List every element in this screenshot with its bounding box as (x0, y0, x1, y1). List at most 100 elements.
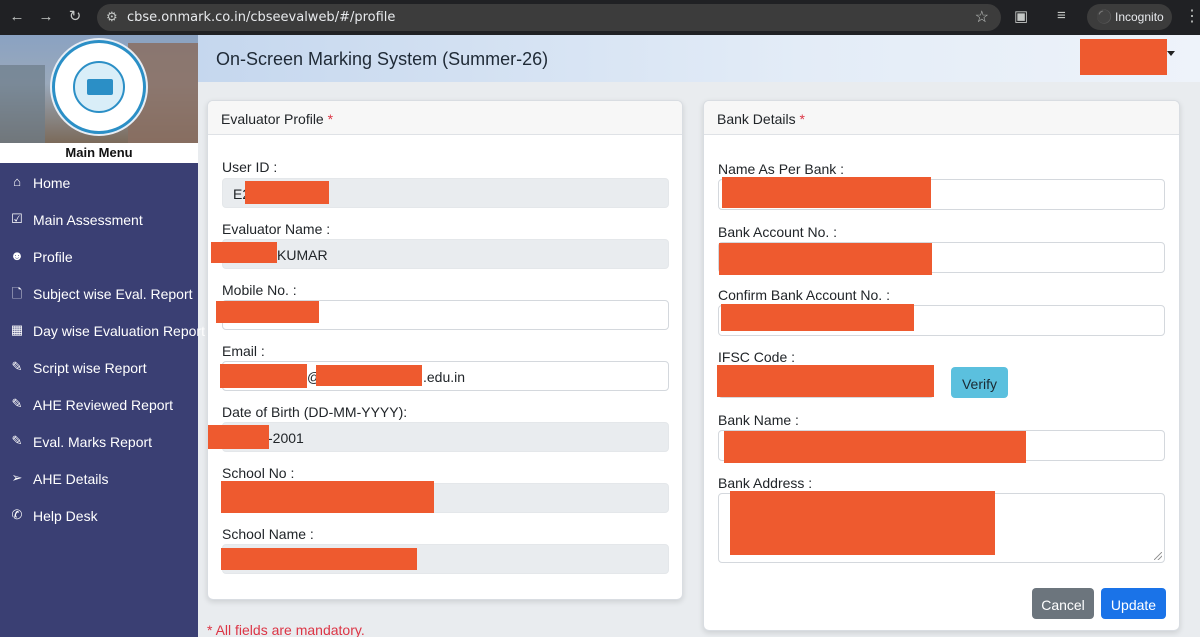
sidebar-item-label: Day wise Evaluation Report (33, 323, 205, 339)
redaction (208, 425, 269, 449)
sidebar-item-help-desk[interactable]: ✆ Help Desk (0, 499, 198, 533)
redaction (221, 481, 434, 513)
redaction (221, 548, 417, 570)
back-icon[interactable]: ← (9, 8, 25, 25)
sidebar: Main Menu ⌂ Home ☑ Main Assessment ☻ Pro… (0, 35, 205, 637)
sidebar-item-label: AHE Details (33, 471, 109, 487)
edit-icon: ✎ (11, 433, 23, 448)
bank-details-card: Bank Details * Name As Per Bank : Bank A… (703, 100, 1180, 631)
sidebar-item-ahe-reviewed-report[interactable]: ✎ AHE Reviewed Report (0, 388, 198, 422)
incognito-badge[interactable]: ⚫ Incognito (1087, 4, 1172, 30)
bank-account-no-label: Bank Account No. : (718, 224, 838, 240)
sidebar-item-profile[interactable]: ☻ Profile (0, 240, 198, 274)
user-menu-redacted[interactable] (1080, 39, 1167, 75)
sidebar-item-label: Help Desk (33, 508, 98, 524)
arrow-circle-right-icon: ➢ (11, 470, 23, 485)
edit-icon: ✎ (11, 359, 23, 374)
redaction (719, 243, 932, 275)
screenshot-icon[interactable]: ▣ (1014, 8, 1029, 25)
update-button-label: Update (1110, 597, 1157, 613)
user-id-label: User ID : (222, 159, 278, 175)
phone-icon: ✆ (11, 507, 23, 522)
page-title: On-Screen Marking System (Summer-26) (216, 49, 549, 69)
url-text: cbse.onmark.co.in/cbseevalweb/#/profile (127, 10, 396, 25)
verify-button[interactable]: Verify (951, 367, 1008, 398)
cbse-logo (52, 40, 146, 134)
media-queue-icon[interactable]: ≡ (1057, 7, 1066, 24)
browser-menu-icon[interactable]: ⋮ (1184, 8, 1200, 25)
reload-icon[interactable]: ↻ (68, 8, 82, 25)
sidebar-item-label: Home (33, 175, 71, 191)
calendar-icon: ▦ (10, 322, 24, 337)
sidebar-banner (0, 35, 198, 143)
dob-field[interactable]: -2001 (222, 422, 669, 452)
sidebar-item-label: AHE Reviewed Report (33, 397, 174, 413)
evaluator-profile-card: Evaluator Profile * User ID : E2 Evaluat… (207, 100, 683, 600)
redaction (316, 365, 422, 386)
confirm-account-no-label: Confirm Bank Account No. : (718, 287, 890, 303)
file-icon: 🗋 (11, 286, 23, 301)
main-menu-heading: Main Menu (0, 143, 198, 163)
edit-icon: ✎ (11, 396, 23, 411)
ifsc-code-label: IFSC Code : (718, 349, 796, 365)
resize-handle-icon[interactable] (1154, 552, 1162, 560)
redaction (721, 304, 914, 331)
redaction (216, 301, 319, 323)
evaluator-name-label: Evaluator Name : (222, 221, 331, 237)
redaction (245, 181, 329, 204)
evaluator-name-value: KUMAR (277, 247, 328, 263)
school-name-label: School Name : (222, 526, 314, 542)
redaction (211, 242, 277, 263)
school-no-label: School No : (222, 465, 295, 481)
cancel-button-label: Cancel (1041, 597, 1085, 613)
address-bar[interactable]: ⚙ cbse.onmark.co.in/cbseevalweb/#/profil… (97, 4, 1001, 31)
cancel-button[interactable]: Cancel (1032, 588, 1094, 619)
email-label: Email : (222, 343, 265, 359)
checkbox-icon: ☑ (11, 211, 23, 226)
dob-value: -2001 (268, 430, 304, 446)
email-domain: .edu.in (423, 369, 466, 385)
redaction (724, 431, 1026, 463)
card-header: Evaluator Profile * (208, 101, 682, 135)
required-mark: * (799, 111, 805, 127)
mobile-label: Mobile No. : (222, 282, 297, 298)
bank-address-label: Bank Address : (718, 475, 813, 491)
redaction (717, 365, 934, 397)
sidebar-item-label: Profile (33, 249, 73, 265)
card-title: Evaluator Profile (221, 111, 324, 127)
browser-toolbar: ← → ↻ ⚙ cbse.onmark.co.in/cbseevalweb/#/… (0, 0, 1200, 35)
user-circle-icon: ☻ (10, 248, 24, 263)
name-as-per-bank-label: Name As Per Bank : (718, 161, 845, 177)
dob-label: Date of Birth (DD-MM-YYYY): (222, 404, 408, 420)
evaluator-name-field[interactable]: KUMAR (222, 239, 669, 269)
incognito-label: Incognito (1115, 10, 1164, 24)
sidebar-item-home[interactable]: ⌂ Home (0, 166, 198, 200)
sidebar-item-script-wise-report[interactable]: ✎ Script wise Report (0, 351, 198, 385)
card-title: Bank Details (717, 111, 796, 127)
site-settings-icon[interactable]: ⚙ (106, 9, 118, 24)
bookmark-star-icon[interactable]: ☆ (974, 9, 989, 26)
redaction (730, 491, 995, 555)
redaction (722, 177, 931, 208)
sidebar-item-label: Eval. Marks Report (33, 434, 153, 450)
sidebar-item-label: Main Assessment (33, 212, 143, 228)
home-icon: ⌂ (13, 174, 21, 189)
sidebar-item-label: Script wise Report (33, 360, 147, 376)
chevron-down-icon[interactable] (1167, 51, 1175, 56)
sidebar-item-day-wise-report[interactable]: ▦ Day wise Evaluation Report (0, 314, 205, 348)
incognito-icon: ⚫ (1096, 9, 1113, 24)
sidebar-item-main-assessment[interactable]: ☑ Main Assessment (0, 203, 198, 237)
sidebar-item-label: Subject wise Eval. Report (33, 286, 193, 302)
mandatory-note: * All fields are mandatory. (207, 622, 365, 637)
redaction (220, 364, 307, 388)
sidebar-item-ahe-details[interactable]: ➢ AHE Details (0, 462, 198, 496)
forward-icon[interactable]: → (38, 8, 54, 25)
book-icon (87, 79, 113, 95)
verify-button-label: Verify (961, 376, 997, 392)
app-header: On-Screen Marking System (Summer-26) (198, 35, 1200, 82)
update-button[interactable]: Update (1101, 588, 1166, 619)
card-header: Bank Details * (704, 101, 1179, 135)
sidebar-item-eval-marks-report[interactable]: ✎ Eval. Marks Report (0, 425, 198, 459)
bank-name-label: Bank Name : (718, 412, 799, 428)
sidebar-item-subject-wise-report[interactable]: 🗋 Subject wise Eval. Report (0, 277, 198, 311)
